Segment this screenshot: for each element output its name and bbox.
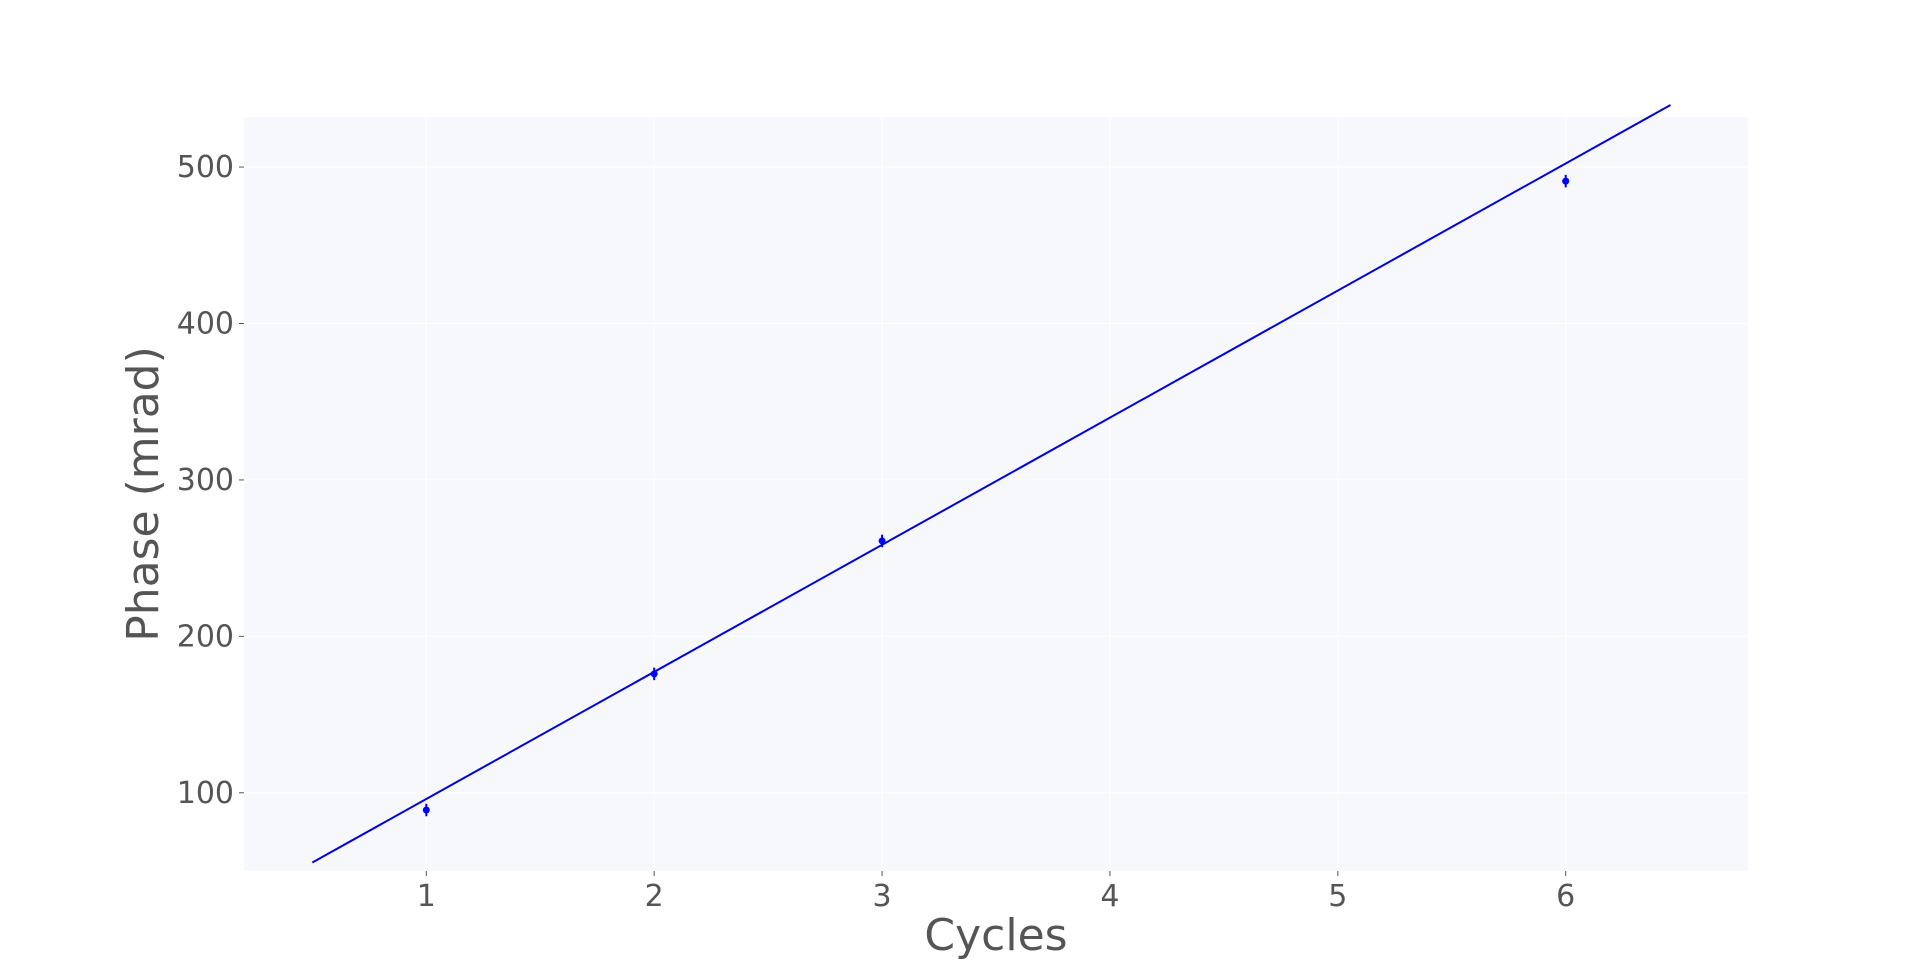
fit-line-group	[311, 104, 1672, 864]
axis-ticks: 1 2 3 4 5 6 100 200 300 400 500	[177, 150, 1576, 914]
y-axis-title: Phase (mrad)	[118, 346, 169, 642]
plot-area	[244, 117, 1748, 871]
y-tick-label: 500	[177, 150, 234, 185]
x-axis-title: Cycles	[924, 910, 1067, 961]
x-tick-label: 4	[1100, 879, 1119, 914]
x-tick-label: 5	[1328, 879, 1347, 914]
y-tick-label: 100	[177, 776, 234, 811]
data-point	[650, 670, 658, 678]
data-point	[1562, 177, 1570, 185]
x-tick-label: 2	[645, 879, 664, 914]
y-tick-label: 300	[177, 463, 234, 498]
data-point	[878, 537, 886, 545]
grid	[244, 117, 1748, 871]
x-tick-label: 6	[1556, 879, 1575, 914]
fit-line	[311, 104, 1672, 864]
y-tick-label: 400	[177, 306, 234, 341]
x-tick-label: 3	[873, 879, 892, 914]
y-tick-label: 200	[177, 619, 234, 654]
data-points	[422, 174, 1570, 817]
x-tick-label: 1	[417, 879, 436, 914]
data-point	[422, 806, 430, 814]
